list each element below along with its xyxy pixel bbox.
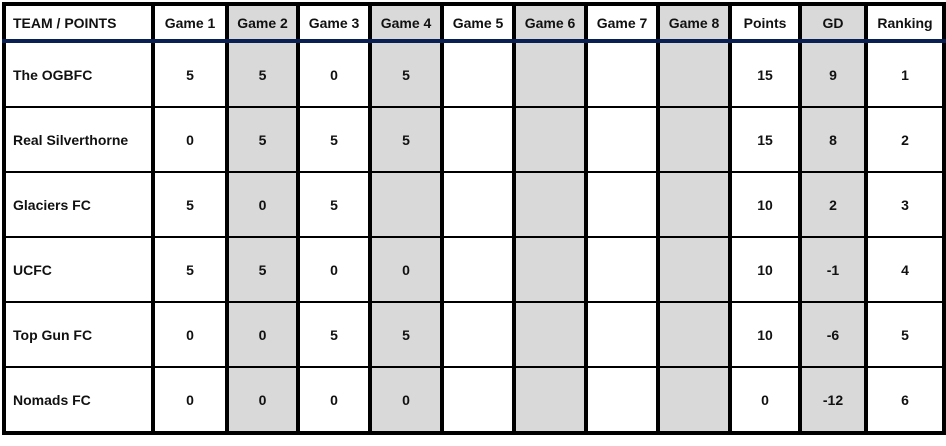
table-cell: 15 bbox=[728, 40, 802, 108]
table-cell bbox=[656, 40, 732, 108]
table-row: Nomads FC 0 0 0 0 0 -12 6 bbox=[2, 366, 946, 434]
table-row: UCFC 5 5 0 0 10 -1 4 bbox=[2, 236, 946, 303]
table-cell: 0 bbox=[296, 40, 372, 108]
table-cell: 0 bbox=[151, 106, 229, 173]
table-cell bbox=[512, 366, 588, 434]
column-header: GD bbox=[798, 3, 868, 43]
table-cell: 15 bbox=[728, 106, 802, 173]
table-cell: 5 bbox=[225, 106, 300, 173]
table-cell bbox=[512, 106, 588, 173]
table-cell: 3 bbox=[864, 171, 946, 238]
table-cell: -12 bbox=[798, 366, 868, 434]
column-header: Game 5 bbox=[440, 3, 516, 43]
table-cell bbox=[440, 40, 516, 108]
table-cell: 10 bbox=[728, 301, 802, 368]
table-cell: 5 bbox=[151, 236, 229, 303]
team-name-cell: Top Gun FC bbox=[2, 301, 155, 368]
table-row: Top Gun FC 0 0 5 5 10 -6 5 bbox=[2, 301, 946, 368]
column-header: Points bbox=[728, 3, 802, 43]
table-cell bbox=[512, 40, 588, 108]
table-cell: 10 bbox=[728, 236, 802, 303]
team-name-cell: The OGBFC bbox=[2, 40, 155, 108]
table-cell bbox=[440, 236, 516, 303]
table-cell: 5 bbox=[225, 236, 300, 303]
table-cell bbox=[512, 171, 588, 238]
column-header: Game 3 bbox=[296, 3, 372, 43]
table-cell: 0 bbox=[225, 366, 300, 434]
table-cell bbox=[584, 236, 660, 303]
table-cell: 5 bbox=[368, 301, 444, 368]
standings-table: TEAM / POINTS Game 1 Game 2 Game 3 Game 4 Gam… bbox=[2, 2, 946, 435]
table-cell bbox=[512, 236, 588, 303]
table-cell bbox=[440, 106, 516, 173]
table-cell: 0 bbox=[296, 366, 372, 434]
table-cell: 5 bbox=[864, 301, 946, 368]
table-cell: 0 bbox=[368, 236, 444, 303]
team-name-cell: Nomads FC bbox=[2, 366, 155, 434]
table-cell: 0 bbox=[225, 171, 300, 238]
table-cell: 2 bbox=[798, 171, 868, 238]
column-header: Game 4 bbox=[368, 3, 444, 43]
team-name-cell: Glaciers FC bbox=[2, 171, 155, 238]
column-header: Game 8 bbox=[656, 3, 732, 43]
table-cell bbox=[440, 171, 516, 238]
column-header: Game 2 bbox=[225, 3, 300, 43]
table-cell: 0 bbox=[225, 301, 300, 368]
table-row: The OGBFC 5 5 0 5 15 9 1 bbox=[2, 40, 946, 108]
column-header: Ranking bbox=[864, 3, 946, 43]
table-cell bbox=[584, 171, 660, 238]
table-cell: 1 bbox=[864, 40, 946, 108]
column-header: Game 7 bbox=[584, 3, 660, 43]
column-header: Game 6 bbox=[512, 3, 588, 43]
table-cell bbox=[584, 366, 660, 434]
table-cell: 9 bbox=[798, 40, 868, 108]
table-cell: 0 bbox=[151, 301, 229, 368]
table-cell: 5 bbox=[296, 106, 372, 173]
table-row: Glaciers FC 5 0 5 10 2 3 bbox=[2, 171, 946, 238]
table-row: Real Silverthorne 0 5 5 5 15 8 2 bbox=[2, 106, 946, 173]
table-cell bbox=[656, 366, 732, 434]
table-cell bbox=[656, 171, 732, 238]
table-cell: 8 bbox=[798, 106, 868, 173]
table-cell: 5 bbox=[151, 40, 229, 108]
table-cell: 5 bbox=[296, 171, 372, 238]
table-cell: 2 bbox=[864, 106, 946, 173]
column-header: Game 1 bbox=[151, 3, 229, 43]
table-cell: 0 bbox=[368, 366, 444, 434]
table-cell: 5 bbox=[225, 40, 300, 108]
table-cell: 5 bbox=[151, 171, 229, 238]
table-cell bbox=[440, 366, 516, 434]
table-cell bbox=[584, 301, 660, 368]
table-cell: 4 bbox=[864, 236, 946, 303]
table-cell: 5 bbox=[296, 301, 372, 368]
table-cell: -1 bbox=[798, 236, 868, 303]
table-cell: 10 bbox=[728, 171, 802, 238]
table-cell: 0 bbox=[151, 366, 229, 434]
table-cell bbox=[584, 106, 660, 173]
table-cell: 6 bbox=[864, 366, 946, 434]
table-cell: -6 bbox=[798, 301, 868, 368]
team-name-cell: UCFC bbox=[2, 236, 155, 303]
column-header: TEAM / POINTS bbox=[2, 3, 155, 43]
table-cell bbox=[656, 236, 732, 303]
table-cell bbox=[440, 301, 516, 368]
table-cell bbox=[656, 106, 732, 173]
table-cell: 5 bbox=[368, 40, 444, 108]
header-row: TEAM / POINTS Game 1 Game 2 Game 3 Game 4 Gam… bbox=[2, 3, 946, 43]
table-cell bbox=[656, 301, 732, 368]
table-cell bbox=[512, 301, 588, 368]
team-name-cell: Real Silverthorne bbox=[2, 106, 155, 173]
table-cell: 0 bbox=[728, 366, 802, 434]
table-cell bbox=[584, 40, 660, 108]
table-cell: 0 bbox=[296, 236, 372, 303]
table-cell: 5 bbox=[368, 106, 444, 173]
table-cell bbox=[368, 171, 444, 238]
